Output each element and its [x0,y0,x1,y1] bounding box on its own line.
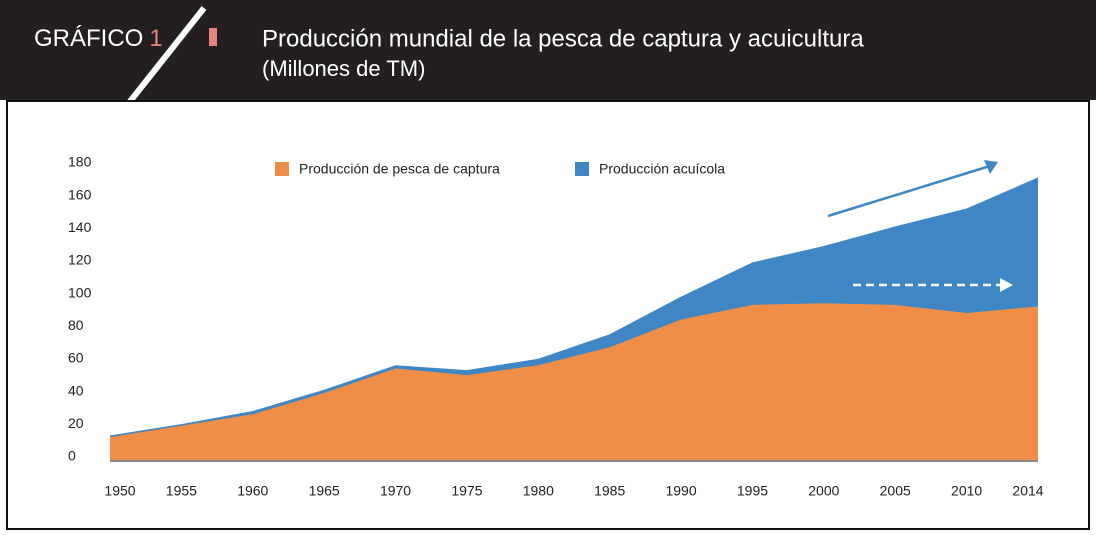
chart-title: Producción mundial de la pesca de captur… [262,25,864,52]
area [110,303,1038,460]
y-tick-label: 80 [68,317,84,333]
y-tick-label: 140 [68,219,92,235]
x-tick-label: 1970 [380,483,411,499]
y-tick-label: 40 [68,382,84,398]
y-tick-label: 100 [68,284,92,300]
x-tick-label: 1990 [665,483,696,499]
y-tick-label: 0 [68,448,76,464]
y-tick-label: 120 [68,252,92,268]
legend-swatch [575,162,589,176]
plot: 0 20 40 60 80 100 120 140 160 180 1950 1955 1960 1965… [68,154,1044,499]
x-tick-label: 1975 [451,483,482,499]
header-bar [0,0,1096,100]
x-tick-label: 1950 [104,483,135,499]
y-tick-label: 60 [68,350,84,366]
chart-subtitle: (Millones de TM) [262,56,425,81]
legend-label: Producción de pesca de captura [299,161,500,177]
x-tick-label: 1955 [166,483,197,499]
x-tick-label: 1980 [523,483,554,499]
x-tick-label: 1995 [737,483,768,499]
x-tick-label: 2010 [951,483,982,499]
x-tick-label: 1965 [309,483,340,499]
y-tick-label: 180 [68,154,92,170]
header-number: 1 [149,25,162,52]
x-tick-label: 1985 [594,483,625,499]
legend-swatch [275,162,289,176]
x-tick-label: 2000 [808,483,839,499]
header-label: GRÁFICO 1 [34,25,163,52]
header-label-text: GRÁFICO [34,25,143,52]
trend-arrow-head [984,160,998,174]
header-marker [209,28,217,46]
chart-frame [6,100,1090,530]
y-tick-label: 160 [68,186,92,202]
legend-label: Producción acuícola [599,161,725,177]
y-tick-label: 20 [68,415,84,431]
header-slash [125,6,207,106]
trend-arrow [827,164,991,218]
flat-arrow-head [1000,278,1013,292]
x-tick-label: 2005 [880,483,911,499]
x-tick-label: 1960 [237,483,268,499]
x-tick-label: 2014 [1012,483,1043,499]
